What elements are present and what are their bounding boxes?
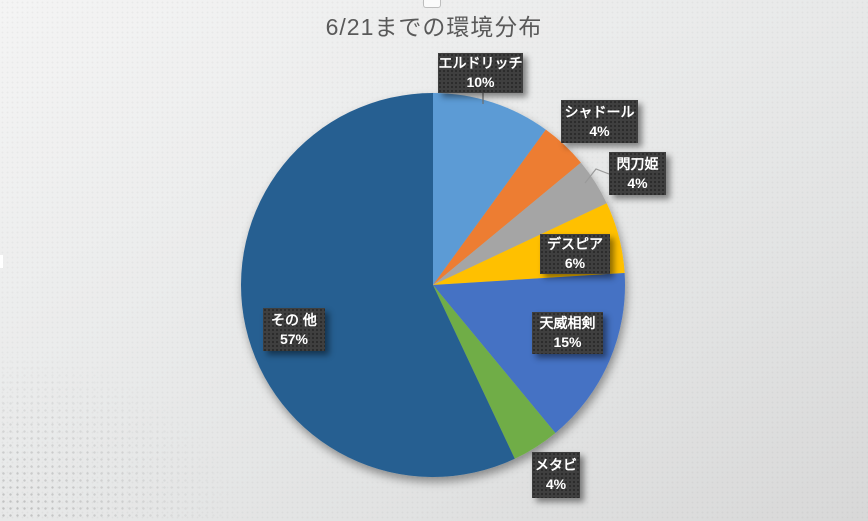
pie-slice-3[interactable] [433, 162, 607, 285]
leader-lines [482, 93, 610, 184]
chart-resize-handle [423, 0, 441, 8]
callout-category: 天威相剣 [539, 315, 596, 331]
callout-label-metabeat[interactable]: メタビ 4% [532, 452, 580, 498]
callout-percent: 4% [545, 476, 567, 492]
pie-slice-7[interactable] [241, 93, 515, 477]
callout-label-shaddoll[interactable]: シャドール 4% [561, 100, 638, 143]
callout-category: 閃刀姫 [616, 155, 659, 172]
callout-category: エルドリッチ [438, 55, 523, 71]
pie-slice-1[interactable] [433, 93, 546, 285]
callout-percent: 57% [279, 330, 309, 347]
pie-slice-2[interactable] [433, 129, 581, 285]
callout-category: その 他 [271, 311, 317, 328]
left-edge-artifact [0, 255, 3, 268]
callout-label-others[interactable]: その 他 57% [263, 308, 325, 351]
callout-label-skystriker[interactable]: 閃刀姫 4% [609, 152, 666, 195]
callout-label-swordsoul[interactable]: 天威相剣 15% [532, 312, 603, 354]
callout-percent: 6% [564, 255, 586, 271]
leader-line-slice-3 [584, 168, 610, 184]
callout-label-despia[interactable]: デスピア 6% [540, 234, 610, 274]
callout-category: デスピア [547, 236, 603, 252]
callout-label-eldlich[interactable]: エルドリッチ 10% [438, 53, 523, 93]
callout-percent: 4% [589, 122, 610, 139]
callout-percent: 4% [627, 174, 648, 191]
callout-percent: 15% [553, 334, 582, 350]
callout-category: メタビ [535, 457, 577, 473]
pie-slice-6[interactable] [433, 285, 556, 459]
callout-category: シャドール [564, 103, 635, 120]
callout-percent: 10% [466, 74, 495, 90]
chart-title[interactable]: 6/21までの環境分布 [325, 14, 543, 40]
